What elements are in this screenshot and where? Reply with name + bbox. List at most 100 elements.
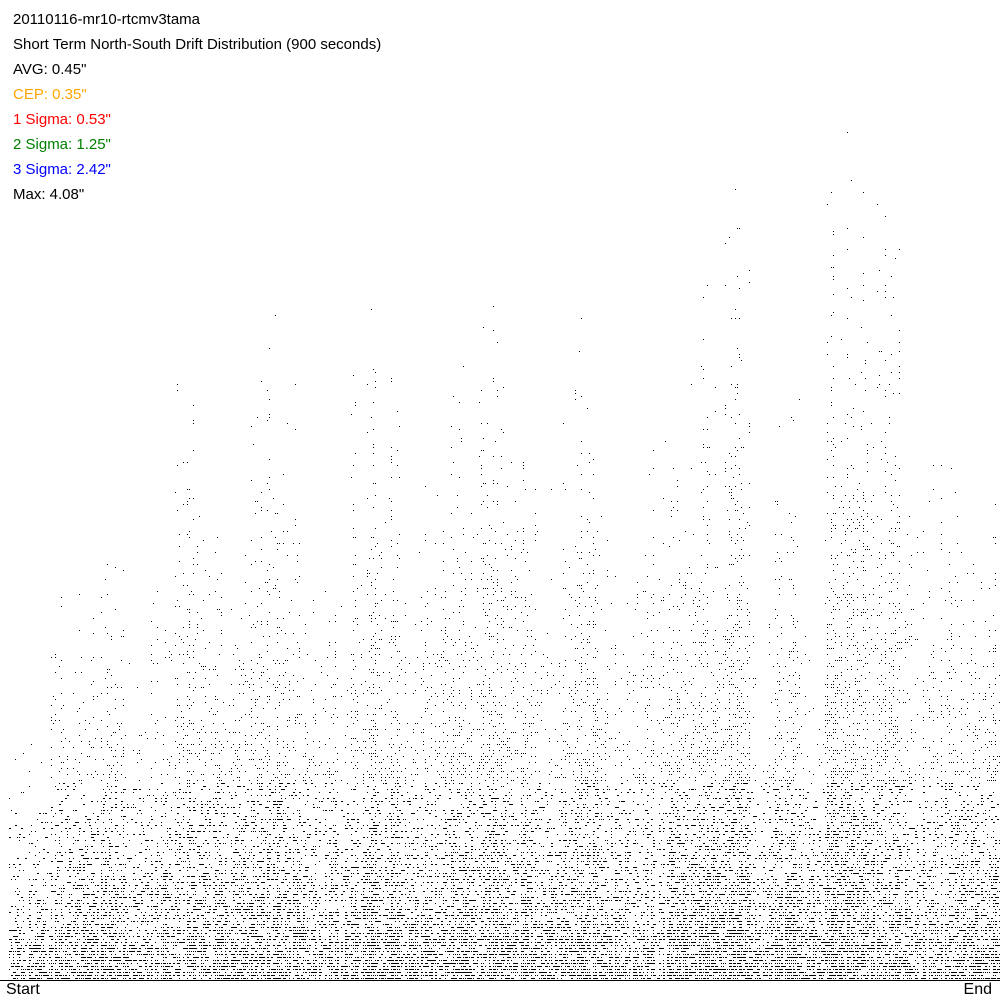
drift-point (247, 909, 249, 910)
drift-point (235, 942, 236, 943)
drift-point (257, 777, 258, 778)
drift-point (253, 954, 254, 955)
drift-point (283, 747, 284, 748)
drift-point (37, 969, 39, 970)
drift-point (255, 867, 256, 868)
drift-point (197, 966, 199, 967)
drift-point (267, 801, 268, 802)
drift-point (93, 633, 94, 634)
drift-point (101, 960, 103, 961)
drift-point (101, 930, 103, 931)
drift-point (195, 753, 196, 754)
drift-point (125, 948, 126, 949)
drift-point (293, 885, 294, 886)
drift-point (165, 870, 167, 871)
drift-point (109, 819, 110, 820)
drift-point (237, 972, 239, 973)
drift-point (97, 972, 99, 973)
drift-point (41, 909, 43, 910)
drift-point (251, 627, 252, 628)
drift-point (327, 771, 328, 772)
drift-point (31, 831, 32, 832)
drift-point (55, 978, 56, 979)
drift-point (165, 924, 167, 925)
drift-point (235, 966, 236, 967)
drift-point (165, 717, 166, 718)
drift-point (309, 945, 311, 946)
drift-point (193, 450, 194, 451)
drift-point (209, 876, 210, 877)
drift-point (281, 819, 283, 820)
drift-point (309, 891, 311, 892)
drift-point (183, 798, 184, 799)
drift-point (195, 930, 197, 931)
drift-point (225, 873, 226, 874)
drift-point (123, 954, 125, 955)
drift-point (301, 936, 303, 937)
drift-point (233, 813, 235, 814)
drift-point (313, 741, 314, 742)
drift-point (221, 822, 223, 823)
drift-point (121, 888, 122, 889)
drift-point (123, 975, 125, 976)
drift-point (321, 945, 322, 946)
drift-point (191, 705, 192, 706)
drift-point (143, 891, 145, 892)
drift-point (253, 924, 255, 925)
drift-point (215, 813, 217, 814)
drift-point (325, 918, 327, 919)
drift-point (103, 834, 104, 835)
drift-point (251, 978, 253, 979)
drift-point (85, 972, 87, 973)
drift-point (129, 906, 130, 907)
drift-point (271, 864, 272, 865)
drift-point (243, 669, 244, 670)
drift-point (311, 885, 312, 886)
drift-point (81, 672, 82, 673)
drift-point (123, 570, 124, 571)
drift-point (223, 915, 224, 916)
drift-point (89, 756, 90, 757)
drift-point (297, 879, 298, 880)
drift-point (253, 831, 254, 832)
drift-point (121, 876, 122, 877)
drift-point (195, 948, 197, 949)
drift-point (143, 888, 144, 889)
drift-point (81, 972, 82, 973)
drift-point (101, 597, 102, 598)
drift-point (215, 765, 216, 766)
drift-point (101, 909, 102, 910)
drift-point (75, 672, 76, 673)
drift-point (307, 921, 308, 922)
drift-point (87, 756, 88, 757)
drift-point (91, 948, 92, 949)
drift-point (221, 615, 222, 616)
drift-point (279, 819, 281, 820)
drift-point (257, 621, 258, 622)
drift-point (239, 891, 240, 892)
drift-point (163, 735, 164, 736)
drift-point (179, 903, 180, 904)
drift-point (215, 738, 216, 739)
drift-point (117, 909, 118, 910)
drift-point (69, 912, 71, 913)
drift-point (195, 945, 196, 946)
drift-point (165, 891, 166, 892)
drift-point (223, 825, 224, 826)
drift-point (161, 927, 162, 928)
drift-point (313, 885, 315, 886)
drift-point (217, 960, 219, 961)
drift-point (183, 867, 184, 868)
drift-point (189, 936, 190, 937)
drift-point (119, 834, 121, 835)
drift-point (165, 975, 167, 976)
drift-point (141, 978, 143, 979)
drift-point (241, 675, 242, 676)
drift-point (325, 927, 327, 928)
drift-point (331, 774, 332, 775)
drift-point (165, 954, 166, 955)
drift-point (105, 945, 107, 946)
drift-point (285, 777, 286, 778)
drift-point (315, 906, 317, 907)
drift-point (205, 972, 207, 973)
